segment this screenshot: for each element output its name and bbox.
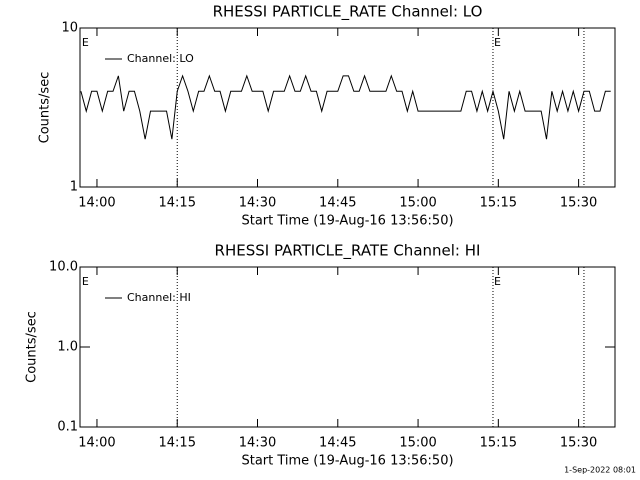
y-tick-label: 1.0 <box>57 340 78 355</box>
legend-label: Channel: LO <box>127 52 194 65</box>
x-tick-label: 15:00 <box>399 196 436 211</box>
data-line <box>80 74 611 140</box>
x-axis-label: Start Time (19-Aug-16 13:56:50) <box>241 214 453 229</box>
legend-label: Channel: HI <box>127 291 191 304</box>
annotation: E <box>82 275 89 288</box>
annotation: E <box>494 275 501 288</box>
x-tick-label: 15:00 <box>399 436 436 451</box>
x-tick-label: 14:45 <box>319 196 356 211</box>
plot-frame <box>79 27 616 188</box>
x-tick-label: 15:30 <box>560 196 597 211</box>
x-tick-label: 14:15 <box>159 436 196 451</box>
y-tick-label: 10.0 <box>49 260 78 275</box>
chart-title: RHESSI PARTICLE_RATE Channel: HI <box>215 242 481 261</box>
x-tick-label: 14:30 <box>239 436 276 451</box>
annotation: E <box>494 36 501 49</box>
y-tick-label: 1 <box>70 180 78 195</box>
y-axis-label: Counts/sec <box>38 72 53 144</box>
x-tick-label: 15:30 <box>560 436 597 451</box>
y-tick-label: 0.1 <box>57 420 78 435</box>
x-tick-label: 15:15 <box>480 436 517 451</box>
annotation: E <box>82 36 89 49</box>
timestamp: 1-Sep-2022 08:01 <box>564 466 636 475</box>
y-axis-label: Counts/sec <box>25 311 40 383</box>
x-axis-label: Start Time (19-Aug-16 13:56:50) <box>241 454 453 469</box>
x-tick-label: 14:00 <box>78 196 115 211</box>
y-tick-label: 10 <box>61 21 78 36</box>
x-tick-label: 15:15 <box>480 196 517 211</box>
x-tick-label: 14:15 <box>159 196 196 211</box>
chart-title: RHESSI PARTICLE_RATE Channel: LO <box>213 3 483 22</box>
x-tick-label: 14:45 <box>319 436 356 451</box>
x-tick-label: 14:30 <box>239 196 276 211</box>
x-tick-label: 14:00 <box>78 436 115 451</box>
